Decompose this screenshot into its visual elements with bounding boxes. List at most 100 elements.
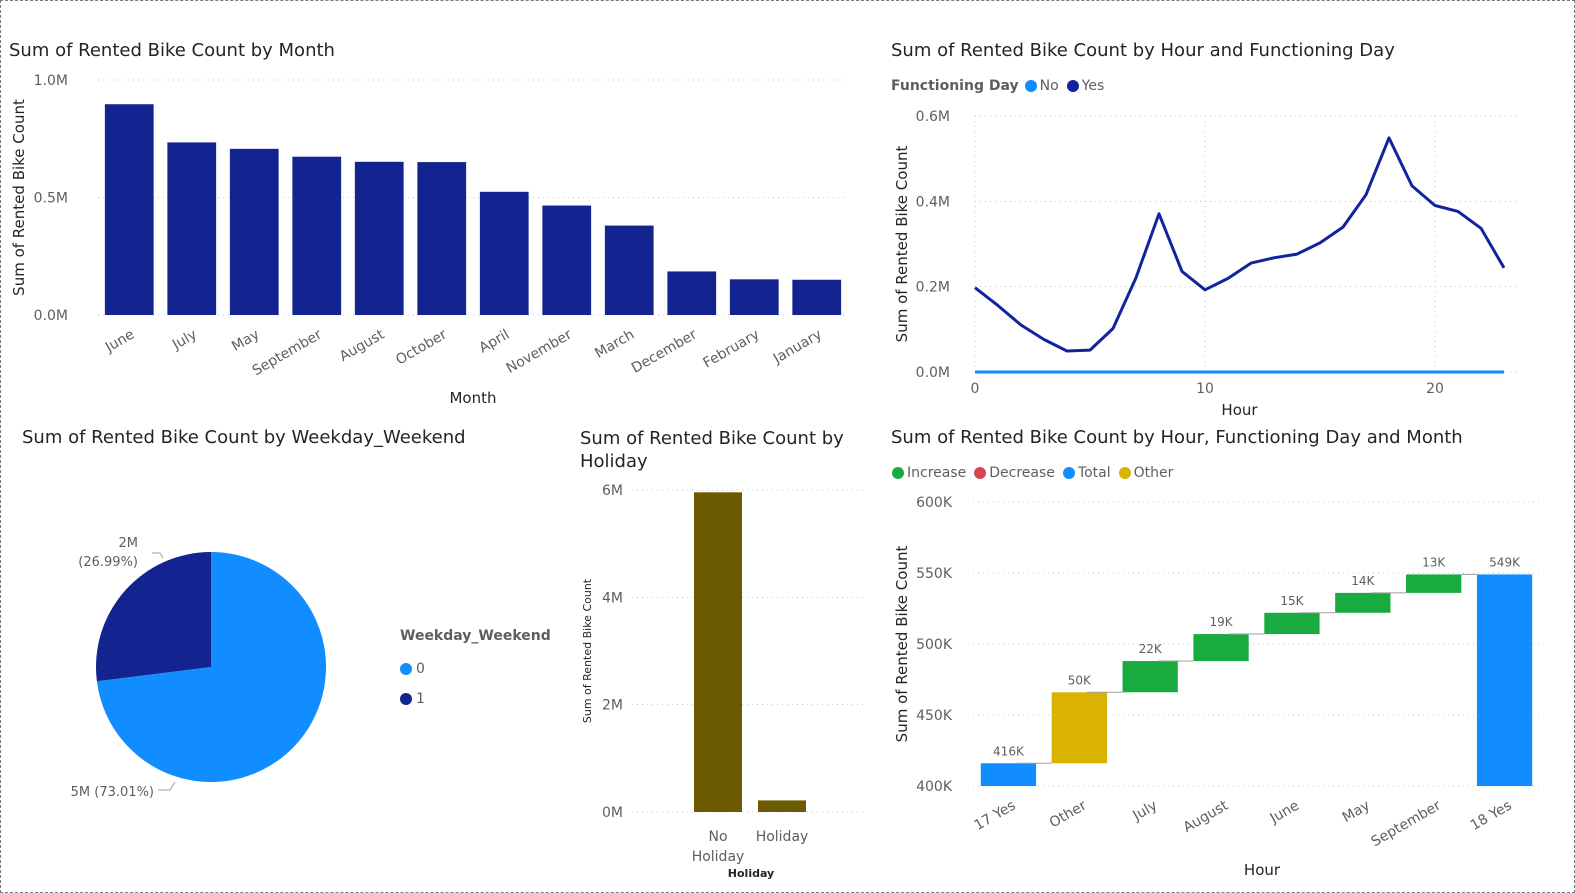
legend-label: Yes xyxy=(1081,78,1105,94)
hour-chart-title: Sum of Rented Bike Count by Hour and Fun… xyxy=(891,40,1395,61)
legend-title: Weekday_Weekend xyxy=(400,628,551,644)
legend-dot-icon xyxy=(892,467,904,479)
data-label: 549K xyxy=(1489,555,1521,569)
x-tick-label: July xyxy=(1130,798,1161,825)
pie-slice-0 xyxy=(96,552,327,782)
y-axis-title: Sum of Rented Bike Count xyxy=(893,546,911,743)
functioning-day-legend: Functioning Day No Yes xyxy=(891,78,1112,94)
data-label: (26.99%) xyxy=(78,555,138,570)
legend-item-other[interactable]: Other xyxy=(1118,465,1173,481)
waterfall-bar-other xyxy=(1051,692,1107,764)
y-tick-label: 0M xyxy=(602,805,623,821)
legend-item-no[interactable]: No xyxy=(1024,78,1059,94)
waterfall-chart: 600K 550K 500K 450K 400K 416K 17 Yes 50K Other 22… xyxy=(893,495,1540,879)
y-tick-label: 0.2M xyxy=(916,280,950,296)
x-tick-label: February xyxy=(701,327,763,372)
legend-label: 1 xyxy=(416,691,425,707)
weekday-chart-title: Sum of Rented Bike Count by Weekday_Week… xyxy=(22,427,466,448)
weekday-pie-chart-card[interactable]: Sum of Rented Bike Count by Weekday_Week… xyxy=(0,418,570,888)
legend-item-yes[interactable]: Yes xyxy=(1066,78,1105,94)
x-tick-label: 18 Yes xyxy=(1468,798,1515,834)
y-tick-label: 600K xyxy=(916,495,953,511)
y-tick-label: 400K xyxy=(916,779,953,795)
y-axis-title: Sum of Rented Bike Count xyxy=(581,578,594,723)
y-tick-label: 500K xyxy=(916,637,953,653)
waterfall-bar-july xyxy=(1122,661,1178,693)
waterfall-bar-may xyxy=(1335,592,1391,613)
holiday-bar-chart-card[interactable]: Sum of Rented Bike Count by Holiday 6M 4M… xyxy=(572,418,872,888)
waterfall-bar-september xyxy=(1406,574,1462,593)
leader-line xyxy=(152,552,164,559)
legend-title: Functioning Day xyxy=(891,78,1019,94)
y-axis-title: Sum of Rented Bike Count xyxy=(893,146,911,343)
weekday-legend: Weekday_Weekend 0 1 xyxy=(400,628,551,714)
x-axis-title: Month xyxy=(449,389,496,407)
x-tick-label: No xyxy=(708,829,727,845)
data-label: 50K xyxy=(1068,673,1092,687)
bar-october xyxy=(417,162,467,315)
x-tick-label: 20 xyxy=(1426,381,1444,397)
legend-dot-icon xyxy=(1062,467,1075,479)
x-tick-label: July xyxy=(169,327,200,354)
x-axis-title: Hour xyxy=(1244,861,1281,879)
holiday-chart-title: Sum of Rented Bike Count by Holiday xyxy=(580,427,870,473)
legend-dot-icon xyxy=(400,693,412,705)
bar-january xyxy=(792,279,842,315)
y-tick-label: 550K xyxy=(916,566,953,582)
data-label: 22K xyxy=(1139,642,1163,656)
bar-holiday xyxy=(758,800,806,812)
data-label: 13K xyxy=(1422,555,1446,569)
bar-may xyxy=(229,148,279,315)
y-tick-label: 0.0M xyxy=(916,365,950,381)
legend-item-increase[interactable]: Increase xyxy=(892,465,966,481)
y-tick-label: 0.6M xyxy=(916,109,950,125)
legend-label: Total xyxy=(1077,465,1111,481)
x-tick-label: 0 xyxy=(971,381,980,397)
y-tick-label: 0.0M xyxy=(34,308,68,324)
y-tick-label: 0.4M xyxy=(916,194,950,210)
y-tick-label: 1.0M xyxy=(34,73,68,89)
x-tick-label: August xyxy=(1181,797,1232,836)
legend-dot-icon xyxy=(400,663,412,675)
waterfall-bar-18-yes xyxy=(1476,574,1533,786)
leader-line xyxy=(158,781,176,791)
series-line-yes xyxy=(974,136,1506,353)
x-axis-title: Holiday xyxy=(728,867,774,880)
bar-february xyxy=(729,279,779,315)
y-tick-label: 6M xyxy=(602,483,623,499)
x-tick-label: Holiday xyxy=(692,849,745,865)
data-label: 14K xyxy=(1351,574,1375,588)
x-tick-label: June xyxy=(1267,798,1302,828)
bar-july xyxy=(167,142,217,315)
x-tick-label: November xyxy=(504,326,575,376)
x-tick-label: January xyxy=(770,327,825,368)
data-label: 19K xyxy=(1209,615,1233,629)
legend-label: No xyxy=(1039,78,1059,94)
x-tick-label: September xyxy=(1369,797,1444,850)
x-tick-label: April xyxy=(477,327,513,357)
waterfall-bar-august xyxy=(1193,634,1249,662)
legend-item-1[interactable]: 1 xyxy=(400,684,551,714)
x-tick-label: June xyxy=(102,327,137,357)
month-bar-chart-card[interactable]: Sum of Rented Bike Count by Month 1.0M 0.… xyxy=(0,30,875,410)
legend-item-0[interactable]: 0 xyxy=(400,654,551,684)
x-tick-label: March xyxy=(592,327,637,362)
data-label: 5M (73.01%) xyxy=(71,785,154,800)
x-tick-label: October xyxy=(393,326,450,368)
waterfall-chart-card[interactable]: Sum of Rented Bike Count by Hour, Functi… xyxy=(880,418,1570,888)
x-axis-title: Hour xyxy=(1221,401,1258,419)
waterfall-bar-june xyxy=(1264,612,1320,635)
y-axis-title: Sum of Rented Bike Count xyxy=(10,99,28,296)
x-tick-label: May xyxy=(1340,798,1373,826)
legend-label: 0 xyxy=(416,661,425,677)
bar-august xyxy=(354,161,404,315)
legend-item-total[interactable]: Total xyxy=(1062,465,1111,481)
x-tick-label: December xyxy=(629,326,700,376)
legend-dot-icon xyxy=(1066,80,1079,92)
legend-label: Increase xyxy=(907,465,967,481)
legend-label: Decrease xyxy=(989,465,1055,481)
legend-item-decrease[interactable]: Decrease xyxy=(974,465,1055,481)
hour-line-chart-card[interactable]: Sum of Rented Bike Count by Hour and Fun… xyxy=(880,30,1570,420)
y-tick-label: 0.5M xyxy=(34,191,68,207)
